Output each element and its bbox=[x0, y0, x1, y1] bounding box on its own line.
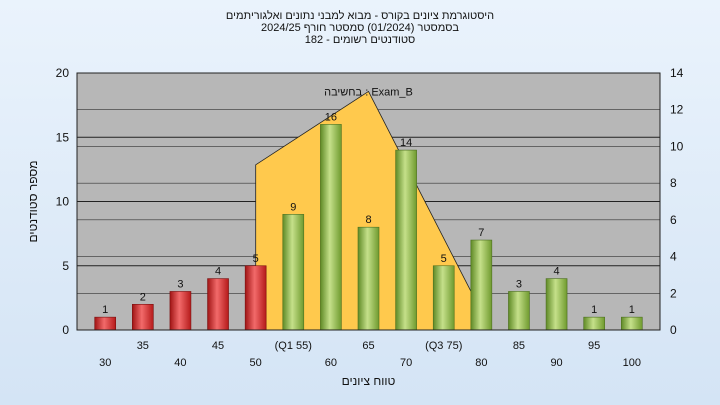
y2-tick-label: 12 bbox=[670, 103, 684, 117]
x-tick-label: 85 bbox=[513, 340, 525, 352]
bar-value-label: 2 bbox=[140, 291, 146, 303]
histogram-bar bbox=[545, 278, 568, 331]
bar-value-label: 5 bbox=[253, 253, 259, 265]
y2-tick-label: 10 bbox=[670, 139, 684, 153]
histogram-bar bbox=[320, 124, 342, 331]
x-tick-label: 40 bbox=[174, 357, 186, 369]
histogram-bar bbox=[207, 278, 229, 331]
bar-value-label: 8 bbox=[365, 214, 371, 226]
histogram-bar bbox=[432, 265, 455, 331]
histogram-bar bbox=[470, 239, 493, 331]
histogram-bar bbox=[244, 265, 267, 331]
x-tick-label: 65 bbox=[362, 340, 374, 352]
x-tick-label: 50 bbox=[250, 357, 262, 369]
bar-value-label: 4 bbox=[215, 266, 221, 278]
bar-value-label: 5 bbox=[441, 253, 447, 265]
histogram-bar bbox=[132, 303, 154, 331]
x-tick-label: (Q3 75) bbox=[425, 340, 462, 352]
bar-value-label: 14 bbox=[400, 137, 412, 149]
x-tick-label: 100 bbox=[623, 357, 641, 369]
semester-line: בסמסטר (01/2024) סמסטר חורף 2024/25 bbox=[260, 22, 460, 34]
bar-value-label: 16 bbox=[325, 111, 337, 123]
histogram-bar bbox=[583, 316, 605, 331]
histogram-bar bbox=[357, 226, 380, 331]
y2-tick-label: 2 bbox=[670, 286, 677, 300]
y2-tick-label: 6 bbox=[670, 213, 677, 227]
histogram-bar bbox=[620, 316, 643, 331]
bar-value-label: 1 bbox=[629, 304, 635, 316]
y-tick-label: 15 bbox=[56, 130, 70, 144]
histogram-bar bbox=[282, 214, 305, 331]
x-tick-label: 45 bbox=[212, 340, 224, 352]
bar-value-label: 1 bbox=[591, 304, 597, 316]
histogram-bar bbox=[395, 149, 417, 331]
y2-tick-label: 0 bbox=[670, 323, 677, 337]
overlay-label: Exam_B : בחשיבה bbox=[324, 86, 413, 98]
y-axis-title: מספר סטודנטים bbox=[26, 160, 40, 242]
x-tick-label: 30 bbox=[99, 357, 111, 369]
y2-tick-label: 14 bbox=[670, 66, 684, 80]
bar-value-label: 7 bbox=[478, 227, 484, 239]
bar-value-label: 9 bbox=[290, 201, 296, 213]
bar-value-label: 4 bbox=[554, 266, 560, 278]
x-tick-label: 60 bbox=[325, 357, 337, 369]
plot-frame bbox=[76, 72, 661, 331]
x-tick-label: (Q1 55) bbox=[275, 340, 312, 352]
x-tick-label: 80 bbox=[475, 357, 487, 369]
y-tick-label: 5 bbox=[62, 259, 69, 273]
histogram-bar bbox=[94, 316, 117, 331]
x-tick-label: 90 bbox=[550, 357, 562, 369]
students-line: סטודנטים רשומים - 182 bbox=[304, 34, 416, 46]
y-tick-label: 20 bbox=[56, 66, 70, 80]
y2-tick-label: 8 bbox=[670, 176, 677, 190]
chart-header: היסטוגרמת ציונים בקורס - מבוא למבני נתונ… bbox=[0, 10, 720, 46]
bar-value-label: 3 bbox=[177, 278, 183, 290]
x-tick-label: 35 bbox=[137, 340, 149, 352]
x-tick-label: 95 bbox=[588, 340, 600, 352]
bar-value-label: 1 bbox=[102, 304, 108, 316]
y2-tick-label: 4 bbox=[670, 250, 677, 264]
x-axis-title: טווח ציונים bbox=[342, 374, 396, 388]
histogram-bar bbox=[169, 291, 192, 331]
y-tick-label: 10 bbox=[56, 195, 70, 209]
bar-value-label: 3 bbox=[516, 278, 522, 290]
y-tick-label: 0 bbox=[62, 323, 69, 337]
x-tick-label: 70 bbox=[400, 357, 412, 369]
histogram-bar bbox=[508, 291, 530, 331]
chart-title: היסטוגרמת ציונים בקורס - מבוא למבני נתונ… bbox=[225, 10, 495, 22]
